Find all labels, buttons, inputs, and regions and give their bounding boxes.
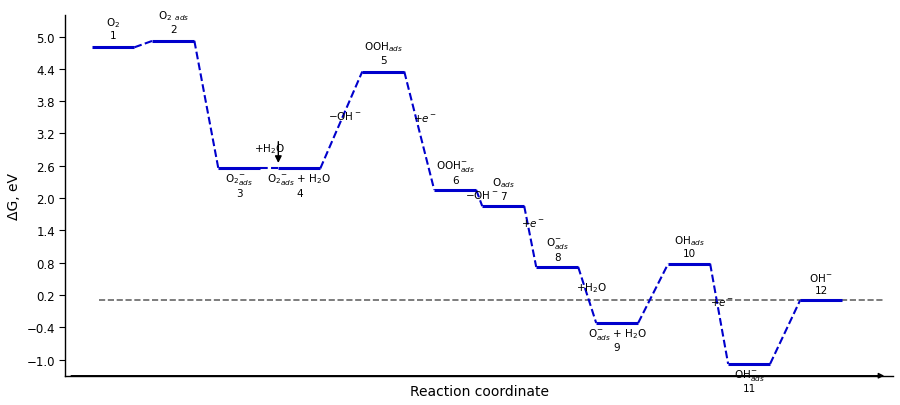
Text: O$^{-}_{ads}$
8: O$^{-}_{ads}$ 8 <box>545 235 569 262</box>
Text: O$_{2}$ $_{ads}$
2: O$_{2}$ $_{ads}$ 2 <box>158 9 189 35</box>
Text: $+e^-$: $+e^-$ <box>710 297 734 308</box>
Text: OOH$^{-}_{ads}$
6: OOH$^{-}_{ads}$ 6 <box>436 159 474 185</box>
Text: $-$OH$^-$: $-$OH$^-$ <box>465 188 499 200</box>
Text: O$_{ads}$
7: O$_{ads}$ 7 <box>491 176 515 201</box>
X-axis label: Reaction coordinate: Reaction coordinate <box>410 384 549 398</box>
Text: OOH$_{ads}$
5: OOH$_{ads}$ 5 <box>364 40 402 65</box>
Text: $+e^-$: $+e^-$ <box>521 217 545 228</box>
Text: O$_{2}$$^{-}_{ads}$
3: O$_{2}$$^{-}_{ads}$ 3 <box>225 172 253 198</box>
Text: $+e^-$: $+e^-$ <box>413 113 437 124</box>
Text: OH$_{ads}$
10: OH$_{ads}$ 10 <box>674 233 705 259</box>
Text: O$_{2}$$^{-}_{ads}$ + H$_2$O
4: O$_{2}$$^{-}_{ads}$ + H$_2$O 4 <box>267 172 331 198</box>
Text: +H$_2$O: +H$_2$O <box>254 142 285 156</box>
Text: O$^{-}_{ads}$ + H$_2$O
9: O$^{-}_{ads}$ + H$_2$O 9 <box>588 326 647 352</box>
Text: +H$_2$O: +H$_2$O <box>576 280 607 294</box>
Text: OH$^{-}_{ads}$
11: OH$^{-}_{ads}$ 11 <box>734 367 764 393</box>
Y-axis label: ΔG, eV: ΔG, eV <box>7 173 21 220</box>
Text: O$_2$
1: O$_2$ 1 <box>106 16 121 41</box>
Text: $-$OH$^-$: $-$OH$^-$ <box>328 109 361 122</box>
Text: OH$^{-}$
12: OH$^{-}$ 12 <box>809 272 832 295</box>
